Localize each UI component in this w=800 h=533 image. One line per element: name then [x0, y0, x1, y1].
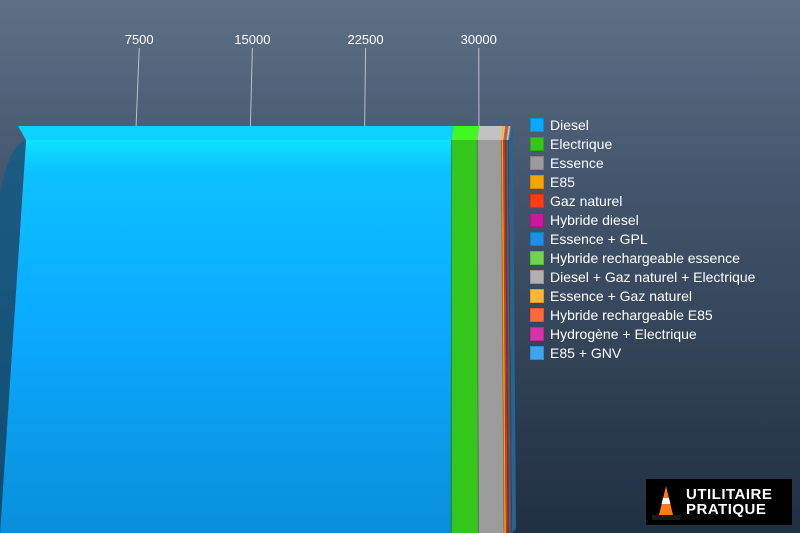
legend-item: Essence + GPL — [530, 229, 755, 248]
legend-label: Essence + Gaz naturel — [550, 288, 692, 304]
logo-line1: UTILITAIRE — [686, 487, 772, 502]
legend-item: E85 + GNV — [530, 343, 755, 362]
legend-label: Diesel + Gaz naturel + Electrique — [550, 269, 755, 285]
axis-tick-label: 15000 — [234, 32, 270, 47]
logo-utilitaire-pratique: UTILITAIRE PRATIQUE — [646, 479, 792, 525]
legend-swatch — [530, 118, 544, 132]
legend-item: Hybride diesel — [530, 210, 755, 229]
bar-segment-top — [18, 126, 454, 140]
legend-item: Hydrogène + Electrique — [530, 324, 755, 343]
axis-tick-label: 30000 — [461, 32, 497, 47]
axis-tick-label: 7500 — [125, 32, 154, 47]
legend-swatch — [530, 175, 544, 189]
bar-segment-top — [452, 126, 480, 140]
legend-label: E85 + GNV — [550, 345, 621, 361]
legend-label: Diesel — [550, 117, 589, 133]
legend-swatch — [530, 289, 544, 303]
legend-item: Diesel — [530, 115, 755, 134]
legend-label: Electrique — [550, 136, 612, 152]
bar-segment — [451, 140, 478, 533]
legend-swatch — [530, 213, 544, 227]
legend-item: Essence — [530, 153, 755, 172]
legend-swatch — [530, 308, 544, 322]
bar-segment — [477, 140, 504, 533]
legend-label: Hybride rechargeable essence — [550, 250, 740, 266]
chart-stage: 7500 15000 22500 30000 Diesel Electrique Esse… — [0, 0, 800, 533]
bar-segment — [0, 140, 452, 533]
legend-swatch — [530, 251, 544, 265]
legend-item: Essence + Gaz naturel — [530, 286, 755, 305]
legend-item: Hybride rechargeable essence — [530, 248, 755, 267]
traffic-cone-icon — [650, 483, 682, 521]
legend-item: E85 — [530, 172, 755, 191]
legend-swatch — [530, 137, 544, 151]
legend-label: Hybride rechargeable E85 — [550, 307, 713, 323]
legend-swatch — [530, 346, 544, 360]
legend-label: Hydrogène + Electrique — [550, 326, 697, 342]
legend-item: Gaz naturel — [530, 191, 755, 210]
legend-swatch — [530, 194, 544, 208]
axis-tick-label: 22500 — [347, 32, 383, 47]
legend-item: Hybride rechargeable E85 — [530, 305, 755, 324]
legend-item: Electrique — [530, 134, 755, 153]
legend-item: Diesel + Gaz naturel + Electrique — [530, 267, 755, 286]
legend-label: E85 — [550, 174, 575, 190]
legend-label: Essence + GPL — [550, 231, 648, 247]
legend-swatch — [530, 270, 544, 284]
logo-line2: PRATIQUE — [686, 502, 772, 517]
legend-swatch — [530, 232, 544, 246]
legend: Diesel Electrique Essence E85 Gaz naturel Hyb… — [530, 115, 755, 362]
legend-label: Gaz naturel — [550, 193, 622, 209]
legend-label: Essence — [550, 155, 604, 171]
legend-swatch — [530, 327, 544, 341]
legend-swatch — [530, 156, 544, 170]
legend-label: Hybride diesel — [550, 212, 639, 228]
logo-text: UTILITAIRE PRATIQUE — [686, 487, 772, 517]
bar-segment-top — [477, 126, 503, 140]
